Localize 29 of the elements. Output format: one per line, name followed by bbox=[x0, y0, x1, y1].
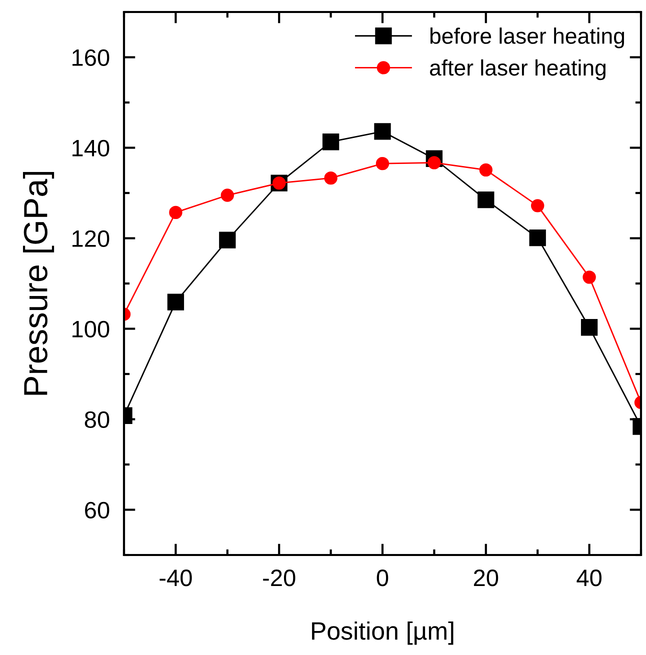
y-axis-title: Pressure [GPa] bbox=[22, 172, 54, 395]
point bbox=[582, 270, 596, 284]
y-tick-label: 60 bbox=[85, 502, 110, 519]
legend-label: before laser heating bbox=[430, 28, 624, 48]
point bbox=[169, 206, 182, 220]
x-tick-label: 40 bbox=[576, 570, 602, 586]
point bbox=[167, 294, 184, 310]
y-tick-label: 80 bbox=[84, 411, 110, 428]
point bbox=[479, 163, 492, 177]
point bbox=[374, 123, 391, 140]
y-tick-label: 100 bbox=[72, 320, 110, 338]
point bbox=[322, 134, 340, 150]
y-tick-label: 160 bbox=[72, 49, 110, 66]
y-tick-label: 120 bbox=[72, 230, 110, 248]
point bbox=[580, 319, 598, 336]
x-tick-label: -40 bbox=[160, 570, 192, 586]
x-tick-label: 20 bbox=[474, 570, 498, 586]
x-tick-label: 0 bbox=[376, 570, 388, 586]
point bbox=[376, 156, 390, 170]
point bbox=[478, 191, 494, 208]
legend-label: after laser heating bbox=[430, 59, 606, 80]
point bbox=[529, 229, 546, 246]
x-tick-label: -20 bbox=[263, 570, 296, 586]
point bbox=[219, 232, 236, 248]
x-axis-title: Position [µm] bbox=[312, 621, 454, 645]
y-tick-label: 140 bbox=[72, 140, 110, 157]
point bbox=[324, 171, 338, 185]
point bbox=[531, 199, 544, 212]
point bbox=[220, 188, 234, 202]
